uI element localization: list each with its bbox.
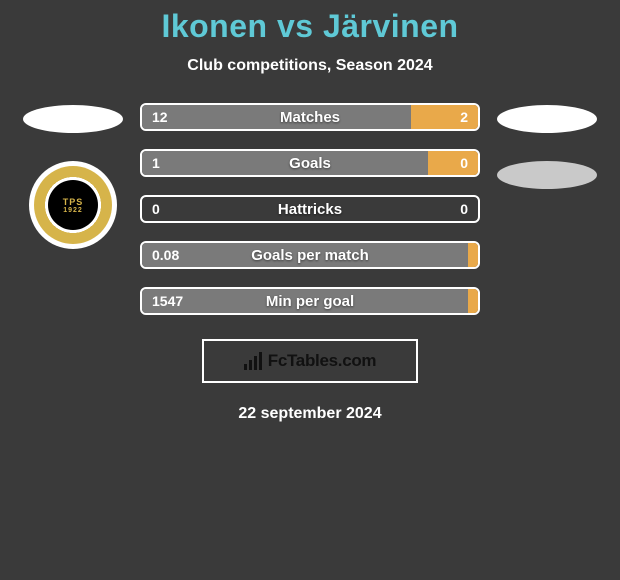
stat-bar: Goals per match0.08 <box>140 241 480 269</box>
player2-club-placeholder <box>497 161 597 189</box>
stat-bar: Matches12 2 <box>140 103 480 131</box>
bars-chart-icon <box>244 352 262 370</box>
stat-bar-label: Min per goal <box>142 289 478 313</box>
stat-value-left: 0 <box>152 197 160 221</box>
player2-avatar-placeholder <box>497 105 597 133</box>
stat-value-right: 2 <box>460 105 468 129</box>
subtitle: Club competitions, Season 2024 <box>0 57 620 75</box>
stat-bar: Min per goal1547 <box>140 287 480 315</box>
player1-avatar-placeholder <box>23 105 123 133</box>
stat-value-left: 1547 <box>152 289 183 313</box>
comparison-container: Ikonen vs Järvinen Club competitions, Se… <box>0 0 620 423</box>
brand-text: FcTables.com <box>268 351 377 371</box>
stat-value-left: 1 <box>152 151 160 175</box>
page-title: Ikonen vs Järvinen <box>0 8 620 45</box>
club-badge-ring: TPS 1922 <box>34 166 112 244</box>
player1-club-badge: TPS 1922 <box>29 161 117 249</box>
left-side: TPS 1922 <box>18 103 128 249</box>
content-row: TPS 1922 Matches122Goals10Hattricks00Goa… <box>0 103 620 315</box>
stat-value-left: 0.08 <box>152 243 179 267</box>
stat-bar-label: Hattricks <box>142 197 478 221</box>
badge-text-bottom: 1922 <box>63 207 83 214</box>
right-side <box>492 103 602 189</box>
stat-bar-label: Goals <box>142 151 478 175</box>
badge-text-top: TPS <box>63 197 84 207</box>
brand-box[interactable]: FcTables.com <box>202 339 418 383</box>
date-label: 22 september 2024 <box>0 405 620 423</box>
stat-bar-label: Goals per match <box>142 243 478 267</box>
stat-value-right: 0 <box>460 197 468 221</box>
stat-value-left: 12 <box>152 105 168 129</box>
stat-value-right: 0 <box>460 151 468 175</box>
stat-bar-label: Matches <box>142 105 478 129</box>
stat-bar: Goals1 0 <box>140 149 480 177</box>
club-badge-center: TPS 1922 <box>48 180 98 230</box>
stat-bar: Hattricks0 0 <box>140 195 480 223</box>
stats-bars: Matches122Goals10Hattricks00Goals per ma… <box>140 103 480 315</box>
